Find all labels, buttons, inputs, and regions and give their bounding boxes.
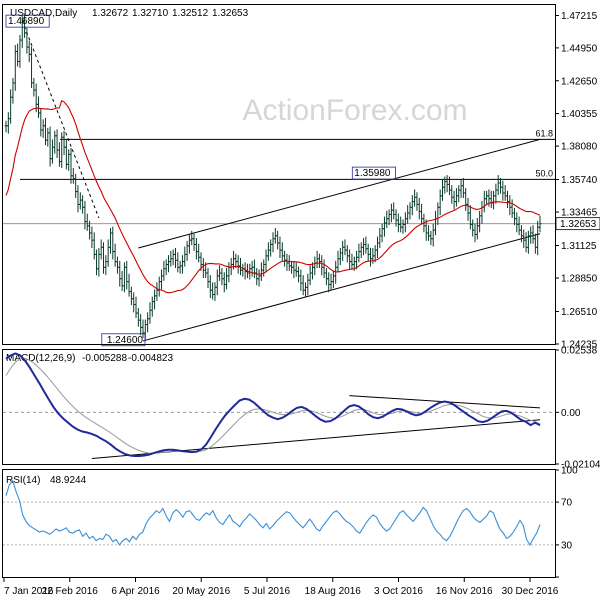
price-ohlc-close: 1.32653 xyxy=(212,8,249,19)
macd-y-tick-label: 0.00 xyxy=(561,408,581,419)
price-y-tick-label: 1.28850 xyxy=(561,274,598,285)
x-axis-tick-label: 22 Feb 2016 xyxy=(42,586,99,597)
price-annotation-label: 1.46890 xyxy=(8,16,45,27)
fib-level-label: 61.8 xyxy=(535,128,553,138)
x-axis-tick-label: 5 Jul 2016 xyxy=(244,586,291,597)
price-annotation-label: 1.24600 xyxy=(107,335,144,346)
price-y-tick-label: 1.47215 xyxy=(561,11,598,22)
x-axis-tick-label: 30 Dec 2016 xyxy=(502,586,559,597)
watermark: ActionForex.com xyxy=(242,94,467,127)
last-price-marker: 1.32653 xyxy=(556,218,600,231)
price-y-tick-label: 1.38080 xyxy=(561,142,598,153)
price-y-tick-label: 1.42650 xyxy=(561,76,598,87)
price-y-tick-label: 1.26510 xyxy=(561,307,598,318)
rsi-panel-title: RSI(14) xyxy=(6,475,40,486)
price-ohlc-low: 1.32512 xyxy=(172,8,209,19)
macd-readout-signal: -0.004823 xyxy=(128,353,173,364)
rsi-y-tick-label: 30 xyxy=(561,540,573,551)
x-axis-tick-label: 18 Aug 2016 xyxy=(305,586,362,597)
rsi-y-tick-label: 100 xyxy=(561,466,578,477)
x-axis-tick-label: 3 Oct 2016 xyxy=(374,586,423,597)
last-price-label: 1.32653 xyxy=(560,219,597,230)
macd-y-tick-label: 0.02538 xyxy=(561,346,598,357)
price-y-tick-label: 1.31125 xyxy=(561,241,597,252)
x-axis-tick-label: 6 Apr 2016 xyxy=(111,586,160,597)
x-axis-tick-label: 16 Nov 2016 xyxy=(436,586,493,597)
rsi-readout: 48.9244 xyxy=(50,475,87,486)
x-axis-tick-label: 20 May 2016 xyxy=(172,586,230,597)
price-annotation-label: 1.35980 xyxy=(354,168,391,179)
rsi-y-tick-label: 70 xyxy=(561,498,573,509)
price-y-tick-label: 1.44950 xyxy=(561,43,598,54)
price-y-tick-label: 1.40355 xyxy=(561,109,598,120)
price-ohlc-high: 1.32710 xyxy=(132,8,169,19)
price-y-tick-label: 1.33465 xyxy=(561,208,598,219)
fib-level-label: 50.0 xyxy=(535,168,553,178)
price-y-tick-label: 1.35740 xyxy=(561,175,598,186)
macd-readout-main: -0.005288 xyxy=(82,353,127,364)
price-ohlc-open: 1.32672 xyxy=(92,8,129,19)
